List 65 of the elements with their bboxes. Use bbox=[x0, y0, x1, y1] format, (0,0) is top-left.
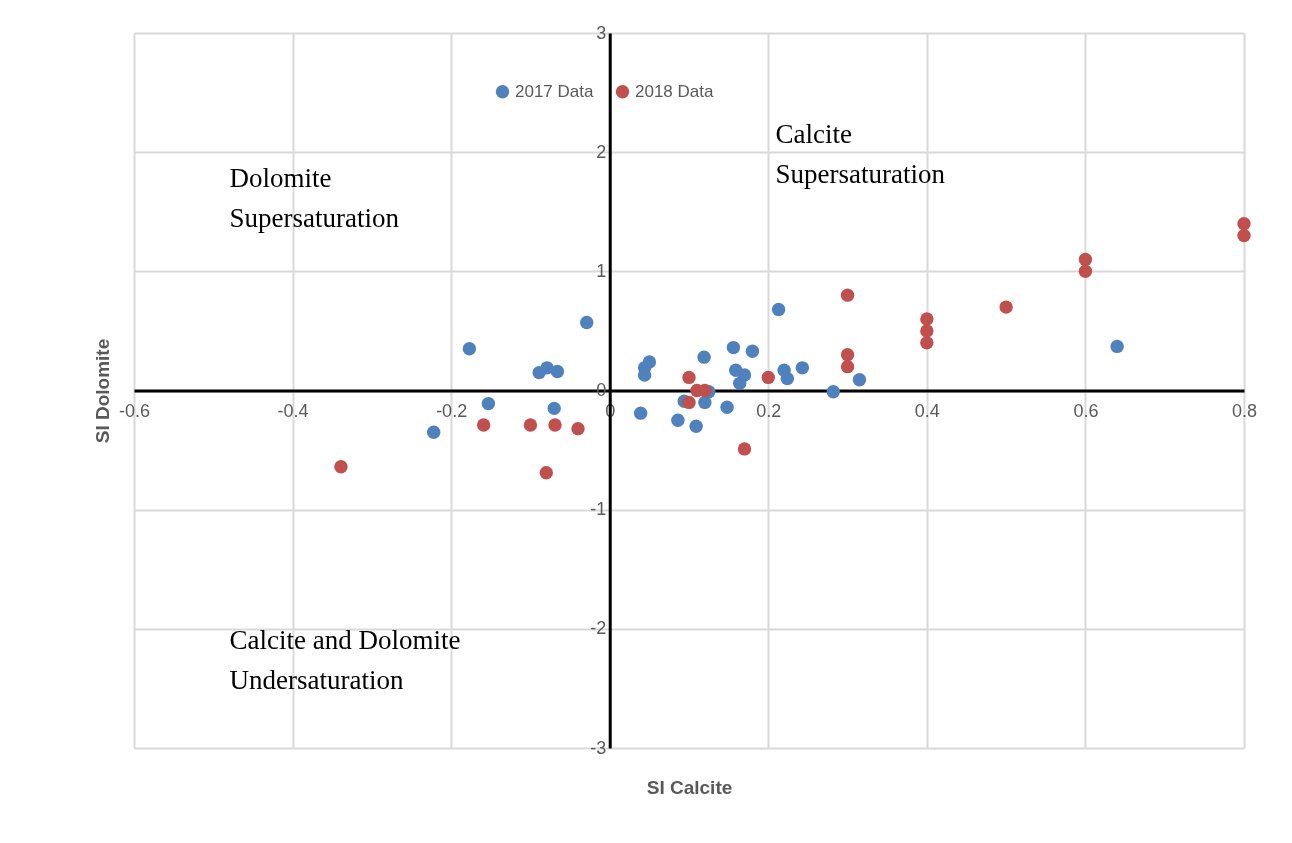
point bbox=[1078, 252, 1093, 267]
point bbox=[1078, 264, 1093, 279]
y-axis-title: SI Dolomite bbox=[91, 338, 113, 444]
x-tick-label: 0.2 bbox=[756, 401, 782, 421]
point bbox=[671, 413, 685, 427]
y-tick-label: 3 bbox=[596, 22, 607, 43]
x-tick-label: -0.6 bbox=[118, 401, 151, 421]
point bbox=[1237, 216, 1251, 231]
point bbox=[532, 365, 546, 380]
point bbox=[745, 344, 760, 358]
point bbox=[550, 364, 565, 379]
point bbox=[571, 421, 585, 436]
point bbox=[826, 385, 841, 399]
point bbox=[539, 466, 553, 480]
point bbox=[689, 419, 703, 433]
point bbox=[920, 312, 934, 326]
legend-label: 2018 Data bbox=[635, 81, 714, 101]
point bbox=[737, 368, 752, 382]
point bbox=[426, 425, 441, 439]
x-tick-label: -0.2 bbox=[436, 401, 468, 421]
point bbox=[720, 400, 734, 414]
point bbox=[476, 418, 491, 432]
y-tick-label: -1 bbox=[590, 499, 607, 520]
x-tick-label: 0.4 bbox=[914, 401, 940, 421]
point bbox=[840, 359, 855, 374]
y-tick-label: -2 bbox=[590, 618, 607, 639]
annotation: Calcite and Dolomite Undersaturation bbox=[229, 624, 461, 695]
point bbox=[334, 460, 348, 474]
point bbox=[761, 370, 775, 385]
point bbox=[682, 395, 696, 410]
point bbox=[920, 336, 934, 350]
point bbox=[682, 370, 696, 385]
x-tick-label: -0.4 bbox=[277, 401, 309, 421]
annotation: Calcite Supersaturation bbox=[775, 119, 946, 190]
point bbox=[771, 302, 786, 317]
point bbox=[920, 324, 934, 338]
point bbox=[840, 348, 855, 362]
y-tick-label: 2 bbox=[596, 141, 607, 162]
y-tick-label: -3 bbox=[590, 737, 607, 758]
point bbox=[795, 361, 810, 375]
point bbox=[580, 315, 594, 330]
point bbox=[840, 288, 855, 302]
legend-label: 2017 Data bbox=[515, 81, 594, 101]
point bbox=[633, 406, 648, 420]
x-tick-label: 0.6 bbox=[1073, 401, 1099, 421]
point bbox=[999, 300, 1013, 314]
x-axis-title: SI Calcite bbox=[646, 776, 733, 798]
point bbox=[523, 418, 538, 432]
x-tick-label: 0.8 bbox=[1231, 401, 1258, 421]
point bbox=[481, 396, 496, 411]
point bbox=[737, 442, 752, 456]
point bbox=[642, 355, 657, 369]
point bbox=[548, 418, 562, 432]
point bbox=[1110, 339, 1124, 354]
annotation: Dolomite Supersaturation bbox=[229, 163, 400, 234]
point bbox=[698, 383, 712, 398]
y-tick-label: 1 bbox=[596, 260, 607, 281]
point bbox=[852, 373, 867, 387]
point bbox=[698, 395, 712, 410]
point bbox=[547, 401, 561, 416]
point bbox=[1237, 228, 1251, 243]
point bbox=[462, 342, 477, 356]
point bbox=[780, 371, 795, 386]
point bbox=[726, 340, 741, 355]
point bbox=[697, 350, 711, 364]
